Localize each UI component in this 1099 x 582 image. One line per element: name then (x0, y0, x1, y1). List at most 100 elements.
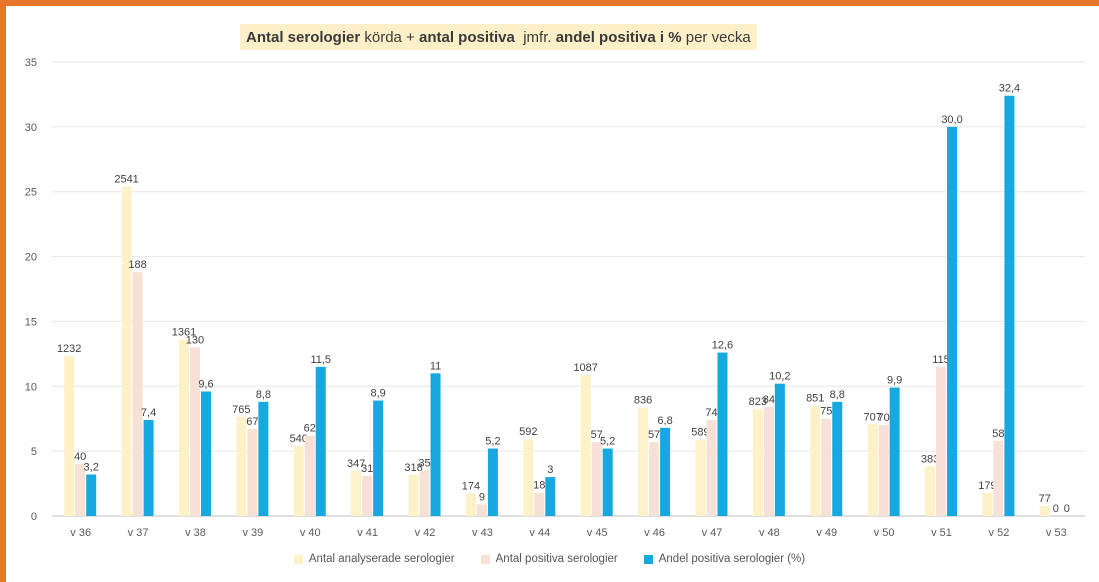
data-label-antal-analyserade-serologier-v-44: 592 (519, 426, 537, 438)
data-label-antal-positiva-serologier-v-36: 40 (74, 451, 86, 463)
legend-label-andel: Andel positiva serologier (%) (658, 553, 806, 565)
bar-antal-analyserade-serologier-v-51 (925, 466, 936, 516)
bar-antal-analyserade-serologier-v-44 (523, 439, 534, 516)
legend-swatch-positiva (480, 554, 490, 564)
x-tick-label-v-43: v 43 (472, 527, 493, 539)
bar-antal-positiva-serologier-v-37 (132, 272, 143, 516)
bar-antal-analyserade-serologier-v-52 (982, 492, 993, 516)
bar-antal-positiva-serologier-v-41 (362, 475, 373, 516)
bar-antal-analyserade-serologier-v-46 (638, 407, 649, 516)
data-label-antal-analyserade-serologier-v-41: 347 (347, 458, 365, 470)
bar-antal-analyserade-serologier-v-37 (121, 186, 132, 516)
legend-label-analyserade: Antal analyserade serologier (308, 553, 455, 565)
data-label-antal-positiva-serologier-v-43: 9 (479, 491, 485, 503)
data-label-antal-positiva-serologier-v-46: 57 (648, 429, 660, 441)
bar-antal-positiva-serologier-v-52 (993, 440, 1004, 516)
x-tick-label-v-44: v 44 (529, 527, 550, 539)
y-tick-label: 25 (25, 187, 37, 199)
bar-antal-positiva-serologier-v-50 (878, 425, 889, 516)
x-tick-label-v-48: v 48 (759, 527, 780, 539)
bar-andel-positiva-serologier-(%)-v-49 (832, 401, 843, 516)
data-label-antal-analyserade-serologier-v-49: 851 (806, 393, 824, 405)
bar-antal-positiva-serologier-v-45 (591, 442, 602, 516)
bar-antal-analyserade-serologier-v-42 (408, 474, 419, 516)
y-tick-label: 10 (25, 381, 37, 393)
bar-andel-positiva-serologier-(%)-v-41 (373, 400, 384, 516)
data-label-antal-positiva-serologier-v-52: 58 (992, 428, 1004, 440)
bar-antal-analyserade-serologier-v-49 (810, 405, 821, 516)
data-label-antal-analyserade-serologier-v-47: 589 (691, 427, 709, 439)
data-label-antal-analyserade-serologier-v-38: 1361 (172, 326, 196, 338)
bar-antal-positiva-serologier-v-36 (75, 464, 86, 516)
x-tick-label-v-49: v 49 (816, 527, 837, 539)
bar-antal-positiva-serologier-v-47 (706, 420, 717, 516)
bar-andel-positiva-serologier-(%)-v-44 (545, 477, 556, 516)
bar-andel-positiva-serologier-(%)-v-50 (889, 387, 900, 516)
y-tick-label: 30 (25, 122, 37, 134)
title-text-1: körda + (360, 28, 419, 46)
bar-antal-positiva-serologier-v-48 (763, 407, 774, 516)
data-label-antal-positiva-serologier-v-53: 0 (1053, 503, 1059, 515)
bar-andel-positiva-serologier-(%)-v-47 (717, 352, 728, 516)
data-label-antal-positiva-serologier-v-49: 75 (820, 406, 832, 418)
bar-andel-positiva-serologier-(%)-v-37 (143, 420, 154, 516)
x-tick-label-v-53: v 53 (1046, 527, 1067, 539)
y-tick-label: 35 (25, 57, 37, 69)
bar-andel-positiva-serologier-(%)-v-42 (430, 373, 441, 516)
data-label-andel-positiva-serologier-(%)-v-52: 32,4 (999, 83, 1020, 95)
data-label-andel-positiva-serologier-(%)-v-53: 0 (1064, 503, 1070, 515)
bar-andel-positiva-serologier-(%)-v-38 (200, 391, 211, 516)
data-label-andel-positiva-serologier-(%)-v-40: 11,5 (310, 354, 331, 366)
data-label-andel-positiva-serologier-(%)-v-41: 8,9 (370, 388, 385, 400)
bar-antal-positiva-serologier-v-40 (304, 435, 315, 516)
x-tick-label-v-40: v 40 (300, 527, 321, 539)
bar-antal-positiva-serologier-v-46 (649, 442, 660, 516)
legend-item-positiva: Antal positiva serologier (480, 553, 618, 565)
bar-antal-analyserade-serologier-v-38 (178, 339, 189, 516)
data-label-andel-positiva-serologier-(%)-v-37: 7,4 (141, 407, 156, 419)
data-label-andel-positiva-serologier-(%)-v-47: 12,6 (712, 340, 733, 352)
title-text-2: jmfr. (514, 28, 556, 46)
x-tick-label-v-41: v 41 (357, 527, 378, 539)
data-label-andel-positiva-serologier-(%)-v-50: 9,9 (887, 375, 902, 387)
x-tick-label-v-45: v 45 (587, 527, 608, 539)
x-tick-label-v-39: v 39 (242, 527, 263, 539)
data-label-andel-positiva-serologier-(%)-v-39: 8,8 (256, 389, 271, 401)
data-label-antal-analyserade-serologier-v-50: 707 (863, 411, 881, 423)
data-label-andel-positiva-serologier-(%)-v-44: 3 (547, 464, 553, 476)
bar-andel-positiva-serologier-(%)-v-51 (947, 126, 958, 516)
x-tick-label-v-52: v 52 (989, 527, 1010, 539)
title-bold-2: antal positiva (419, 28, 515, 46)
legend-swatch-analyserade (293, 554, 303, 564)
data-label-antal-analyserade-serologier-v-51: 383 (921, 453, 939, 465)
title-bold-1: Antal serologier (246, 28, 361, 46)
x-tick-label-v-50: v 50 (874, 527, 895, 539)
bar-antal-analyserade-serologier-v-48 (752, 409, 763, 516)
data-label-antal-analyserade-serologier-v-45: 1087 (573, 362, 597, 374)
chart-title: Antal serologier körda + antal positiva … (240, 24, 757, 50)
bar-andel-positiva-serologier-(%)-v-46 (660, 427, 671, 516)
bar-antal-analyserade-serologier-v-43 (465, 493, 476, 516)
bar-antal-positiva-serologier-v-43 (476, 504, 487, 516)
data-label-antal-positiva-serologier-v-39: 67 (246, 416, 258, 428)
bar-antal-positiva-serologier-v-49 (821, 418, 832, 516)
x-tick-label-v-37: v 37 (128, 527, 149, 539)
legend-item-analyserade: Antal analyserade serologier (293, 553, 455, 565)
x-tick-label-v-46: v 46 (644, 527, 665, 539)
x-tick-label-v-36: v 36 (70, 527, 91, 539)
bar-antal-analyserade-serologier-v-36 (64, 356, 75, 516)
data-label-antal-positiva-serologier-v-51: 115 (932, 354, 950, 366)
title-bold-3: andel positiva i % (555, 28, 682, 46)
chart-legend: Antal analyserade serologier Antal posit… (0, 553, 1099, 565)
data-label-andel-positiva-serologier-(%)-v-48: 10,2 (769, 371, 790, 383)
y-tick-label: 5 (31, 446, 37, 458)
data-label-andel-positiva-serologier-(%)-v-49: 8,8 (830, 389, 845, 401)
x-tick-label-v-42: v 42 (415, 527, 436, 539)
bar-antal-analyserade-serologier-v-50 (867, 424, 878, 516)
data-label-antal-analyserade-serologier-v-39: 765 (232, 404, 250, 416)
bar-andel-positiva-serologier-(%)-v-36 (86, 474, 97, 516)
bar-antal-positiva-serologier-v-39 (247, 429, 258, 516)
y-tick-label: 0 (31, 511, 37, 523)
bar-antal-positiva-serologier-v-42 (419, 470, 430, 516)
bar-antal-positiva-serologier-v-44 (534, 492, 545, 516)
